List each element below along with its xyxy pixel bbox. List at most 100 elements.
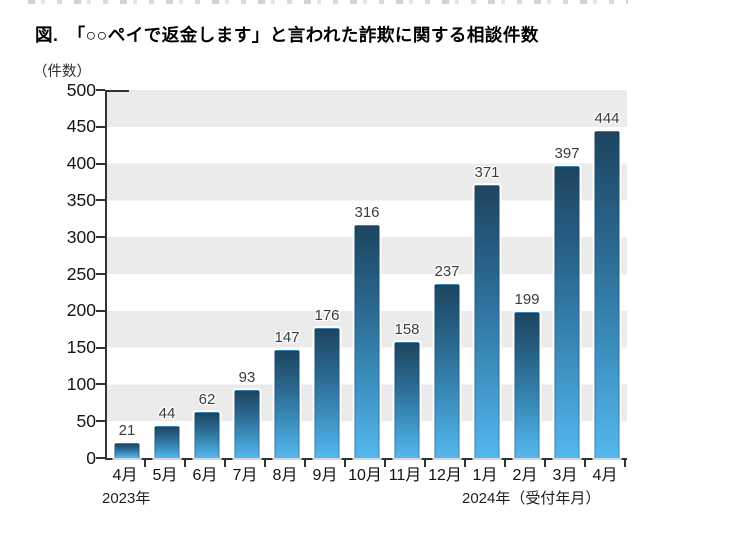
bar-cell: 397 — [547, 90, 587, 458]
bar — [434, 283, 460, 458]
bar — [394, 341, 420, 458]
x-axis-month-label: 11月 — [388, 467, 422, 484]
x-axis-tick — [144, 460, 146, 467]
bar-value-label: 21 — [118, 421, 136, 439]
bar-cell: 199 — [507, 90, 547, 458]
y-axis-tick-label: 100 — [66, 373, 96, 394]
bar-value-label: 237 — [434, 262, 460, 280]
y-axis-tick — [96, 457, 105, 459]
x-axis-tick — [224, 460, 226, 467]
y-axis-tick — [96, 162, 105, 165]
bar-value-label: 158 — [394, 320, 420, 338]
bar — [314, 328, 340, 458]
x-axis-month-label: 6月 — [192, 467, 218, 484]
bar — [594, 131, 620, 458]
bar — [514, 311, 540, 458]
bar-value-label: 444 — [594, 110, 620, 128]
x-axis-tick — [504, 460, 506, 467]
bar-value-label: 147 — [274, 328, 300, 346]
bar-cell: 44 — [147, 90, 187, 458]
bar-cell: 158 — [387, 90, 427, 458]
y-axis-tick-label: 400 — [66, 152, 96, 173]
bar — [154, 425, 180, 458]
bar-value-label: 397 — [554, 144, 580, 162]
x-axis-month-label: 3月 — [552, 467, 578, 484]
figure-title: 図. 「○○ペイで返金します」と言われた詐欺に関する相談件数 — [35, 25, 539, 45]
y-axis-tick-label: 350 — [66, 189, 96, 210]
x-axis-tick — [584, 460, 586, 467]
x-axis-year-label: 2023年 — [102, 490, 151, 507]
x-axis-month-label: 7月 — [232, 467, 258, 484]
x-axis-tick — [384, 460, 386, 467]
x-axis-month-label: 9月 — [312, 467, 338, 484]
bar — [114, 442, 140, 458]
x-axis-month-label: 12月 — [428, 467, 462, 484]
x-axis-month-label: 2月 — [512, 467, 538, 484]
bar-cell: 444 — [587, 90, 627, 458]
bar-cell: 93 — [227, 90, 267, 458]
y-axis-tick-label: 50 — [76, 410, 96, 431]
y-axis-tick-label: 450 — [66, 116, 96, 137]
y-axis-tick-label: 150 — [66, 336, 96, 357]
x-axis-tick — [464, 460, 466, 467]
x-axis-month-label: 5月 — [152, 467, 178, 484]
bar-cell: 176 — [307, 90, 347, 458]
y-axis-tick — [96, 346, 105, 349]
x-axis-tick — [544, 460, 546, 467]
bar-value-label: 199 — [514, 290, 540, 308]
x-axis-tick — [184, 460, 186, 467]
y-axis-tick-labels: 0 50 100 150 200 250 300 350 400 450 500 — [18, 81, 96, 466]
x-axis-month-label: 1月 — [472, 467, 498, 484]
x-axis-labels: 4月 5月 6月 7月 8月 9月 10月 11月 12月 1月 2月 3月 4月 — [105, 466, 625, 485]
bar-value-label: 62 — [198, 391, 216, 409]
y-axis-unit-label: （件数） — [33, 64, 91, 80]
y-axis-tick — [96, 125, 105, 128]
y-axis-tick — [96, 273, 105, 275]
x-axis-tick — [424, 460, 426, 467]
plot-area: 21 44 62 93 147 176 316 158 237 371 199 397 444 — [105, 90, 627, 460]
x-axis-month-label: 4月 — [112, 467, 138, 484]
bar — [474, 184, 500, 458]
bar-value-label: 44 — [158, 404, 176, 422]
x-axis-tick — [624, 460, 626, 467]
y-axis-tick — [96, 309, 105, 312]
bar-cell: 316 — [347, 90, 387, 458]
bar-cell: 147 — [267, 90, 307, 458]
x-axis-year-annotations: 2023年 2024年（受付年月） — [102, 490, 738, 510]
bar — [354, 225, 380, 458]
y-axis-tick — [96, 383, 105, 386]
bar-value-label: 93 — [238, 368, 256, 386]
y-axis-tick-label: 300 — [66, 226, 96, 247]
y-axis-tick-marks — [95, 89, 105, 459]
x-axis-tick — [344, 460, 346, 467]
x-axis-year-label: 2024年（受付年月） — [462, 490, 601, 507]
bar — [554, 165, 580, 458]
bar-value-label: 316 — [354, 204, 380, 222]
x-axis-tick — [304, 460, 306, 467]
x-axis-month-label: 4月 — [592, 467, 618, 484]
bar-value-label: 176 — [314, 307, 340, 325]
bar — [234, 389, 260, 458]
axis-top-tick — [107, 90, 129, 92]
bar-value-label: 371 — [474, 163, 500, 181]
x-axis-tick-marks — [105, 460, 626, 468]
bar-cell: 62 — [187, 90, 227, 458]
x-axis-month-label: 10月 — [348, 467, 382, 484]
x-axis-month-label: 8月 — [272, 467, 298, 484]
bar — [194, 412, 220, 458]
y-axis-tick-label: 200 — [66, 300, 96, 321]
cropped-text-remnant — [28, 0, 628, 4]
bar-cell: 371 — [467, 90, 507, 458]
y-axis-tick — [96, 420, 105, 423]
y-axis-tick — [96, 199, 105, 202]
y-axis-tick-label: 250 — [66, 263, 96, 284]
bar-cell: 237 — [427, 90, 467, 458]
y-axis-tick-label: 500 — [66, 79, 96, 100]
y-axis-tick — [96, 236, 105, 239]
bar-cell: 21 — [107, 90, 147, 458]
y-axis-tick-label: 0 — [86, 447, 96, 468]
bar — [274, 349, 300, 458]
x-axis-tick — [264, 460, 266, 467]
y-axis-tick — [96, 89, 105, 91]
